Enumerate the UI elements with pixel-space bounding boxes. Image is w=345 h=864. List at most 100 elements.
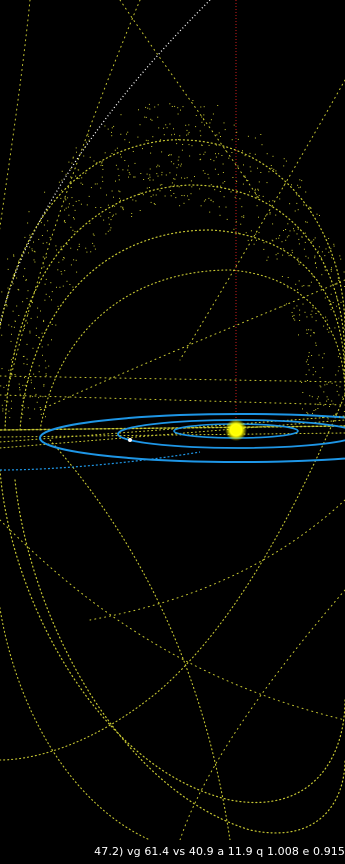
dust-particle (236, 180, 238, 182)
dust-particle (169, 172, 171, 174)
dust-particle (45, 256, 47, 258)
dust-particle (182, 144, 184, 145)
dust-particle (173, 128, 174, 130)
dust-particle (200, 158, 202, 160)
dust-particle (149, 176, 151, 178)
dust-particle (34, 387, 35, 389)
dust-particle (257, 167, 258, 169)
dust-particle (247, 180, 249, 181)
dust-particle (30, 317, 32, 319)
dust-particle (139, 124, 141, 126)
dust-particle (42, 256, 44, 258)
dust-particle (203, 153, 205, 155)
dust-particle (298, 280, 300, 282)
dust-particle (233, 124, 235, 126)
dust-particle (26, 297, 28, 299)
dust-particle (335, 414, 337, 416)
comet-orbit-path (0, 0, 211, 327)
dust-particle (312, 275, 314, 277)
dust-particle (256, 239, 257, 241)
dust-particle (1, 291, 3, 293)
dust-particle (338, 366, 340, 368)
dust-particle (326, 328, 328, 330)
dust-particle (58, 181, 60, 183)
dust-particle (224, 129, 226, 131)
earth-marker (128, 438, 132, 442)
dust-particle (254, 188, 256, 190)
dust-particle (70, 168, 72, 170)
dust-particle (8, 384, 10, 386)
dust-particle (41, 235, 43, 236)
dust-particle (194, 176, 195, 177)
dust-particle (266, 182, 268, 184)
dust-particle (72, 286, 74, 288)
dust-particle (308, 329, 310, 331)
dust-particle (38, 365, 40, 367)
dust-particle (23, 407, 25, 409)
dust-particle (72, 157, 74, 159)
dust-particle (302, 392, 304, 393)
dust-particle (214, 168, 216, 170)
dust-particle (317, 408, 319, 409)
dust-particle (309, 395, 311, 397)
dust-particle (56, 286, 57, 288)
dust-particle (35, 335, 37, 336)
stream-ecliptic-band-2 (0, 432, 345, 438)
stream-ecliptic-band-5 (0, 375, 345, 383)
dust-particle (324, 384, 326, 386)
dust-particle (315, 344, 317, 346)
dust-particle (271, 167, 273, 169)
dust-particle (63, 257, 65, 258)
dust-particle (291, 252, 293, 254)
dust-particle (330, 269, 332, 270)
dust-particle (67, 206, 69, 208)
dust-particle (186, 177, 188, 179)
dust-particle (307, 285, 309, 287)
dust-particle (111, 135, 113, 137)
dust-particle (310, 208, 312, 209)
dust-particle (170, 154, 172, 156)
dust-particle (111, 153, 113, 154)
dust-particle (181, 195, 183, 196)
dust-particle (188, 199, 190, 201)
dust-particle (269, 212, 271, 214)
dust-particle (60, 271, 62, 272)
dust-particle (155, 194, 157, 196)
dust-particle (45, 278, 47, 280)
dust-particle (214, 189, 216, 191)
dust-particle (129, 173, 131, 175)
dust-particle (179, 205, 181, 207)
dust-particle (27, 313, 29, 315)
dust-particle (278, 237, 280, 239)
dust-particle (154, 204, 156, 205)
dust-particle (38, 238, 40, 240)
dust-particle (150, 196, 152, 198)
dust-particle (288, 255, 290, 257)
dust-particle (111, 131, 112, 133)
dust-particle (93, 234, 95, 236)
dust-particle (29, 332, 31, 334)
dust-particle (329, 300, 331, 302)
dust-particle (73, 217, 74, 219)
dust-particle (86, 204, 88, 206)
dust-particle (2, 410, 4, 412)
dust-particle (137, 136, 139, 138)
dust-particle (253, 243, 255, 245)
dust-particle (114, 205, 116, 207)
dust-particle (262, 195, 264, 197)
dust-particle (157, 164, 159, 166)
dust-particle (2, 408, 4, 410)
dust-particle (195, 115, 197, 116)
stream-dust-particles (0, 100, 345, 420)
dust-particle (337, 356, 339, 358)
dust-particle (275, 238, 277, 240)
dust-particle (143, 179, 145, 180)
dust-particle (301, 382, 303, 383)
dust-particle (100, 164, 102, 166)
dust-particle (297, 288, 299, 290)
dust-particle (30, 382, 32, 384)
dust-particle (176, 174, 177, 176)
dust-particle (56, 249, 58, 251)
dust-particle (306, 316, 308, 318)
